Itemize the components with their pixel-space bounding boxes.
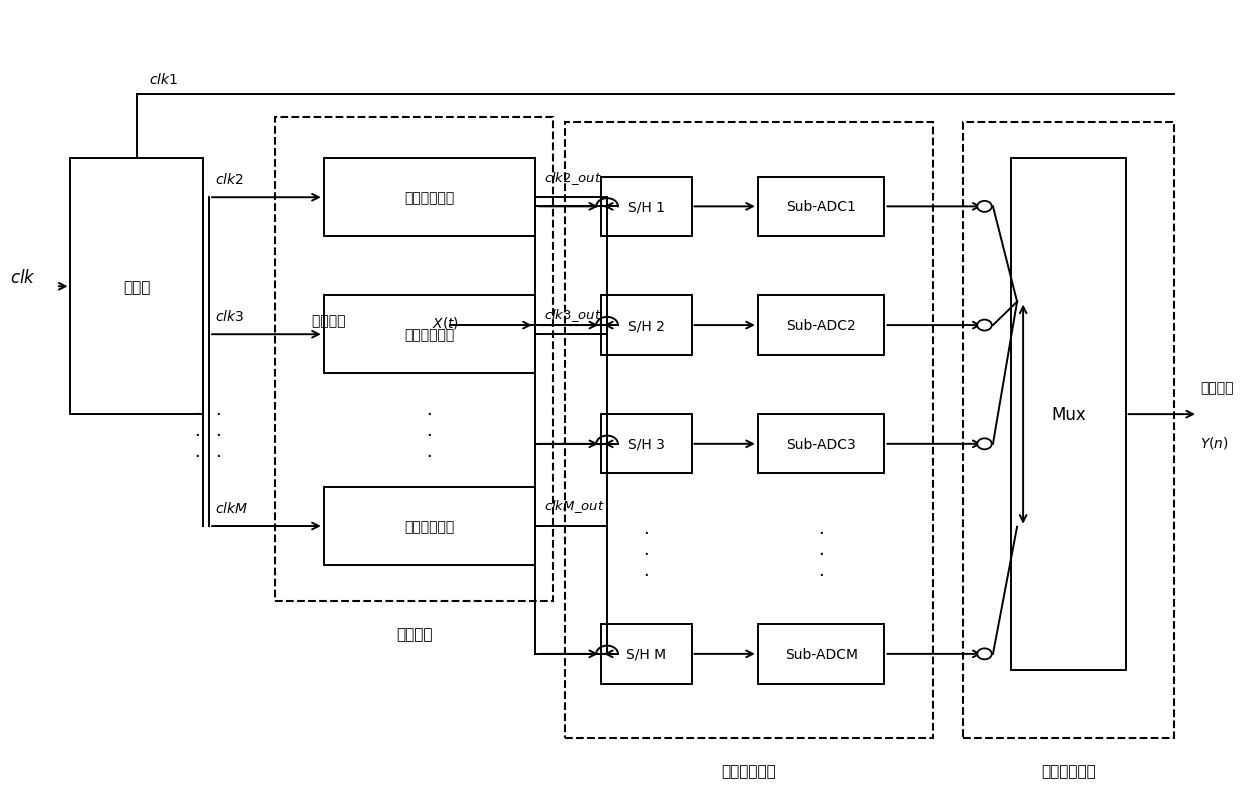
Text: $clk3\_out$: $clk3\_out$ (544, 307, 603, 324)
Text: .
.
.: . . . (216, 401, 221, 461)
Bar (324, 487, 534, 565)
Text: $X(t)$: $X(t)$ (433, 315, 459, 331)
Text: 时钟校准模块: 时钟校准模块 (404, 328, 454, 341)
Bar (601, 624, 692, 684)
Text: $clk2$: $clk2$ (216, 172, 244, 187)
Text: S/H 2: S/H 2 (627, 319, 665, 333)
Text: 时钟校准模块: 时钟校准模块 (404, 519, 454, 534)
Bar (758, 296, 884, 355)
Text: .
.
.: . . . (195, 401, 200, 461)
Text: $Y(n)$: $Y(n)$ (1200, 434, 1229, 450)
Text: .
.
.: . . . (644, 519, 650, 579)
Bar (565, 122, 932, 739)
Circle shape (977, 320, 992, 331)
Bar (601, 296, 692, 355)
Bar (1011, 159, 1126, 670)
Text: S/H 3: S/H 3 (627, 437, 665, 451)
Text: $clk$: $clk$ (10, 268, 36, 287)
Text: Sub-ADC2: Sub-ADC2 (786, 319, 856, 333)
Bar (758, 414, 884, 474)
Bar (758, 178, 884, 237)
Circle shape (977, 202, 992, 212)
Text: Mux: Mux (1052, 406, 1086, 423)
Text: S/H 1: S/H 1 (627, 200, 665, 214)
Bar (275, 118, 553, 602)
Text: 数字输出: 数字输出 (1200, 380, 1234, 394)
Text: Sub-ADC1: Sub-ADC1 (786, 200, 856, 214)
Text: 校准模块: 校准模块 (396, 626, 433, 641)
Text: .
.
.: . . . (427, 401, 432, 461)
Text: 时钟校准模块: 时钟校准模块 (404, 191, 454, 205)
Text: 数据复合模块: 数据复合模块 (1040, 763, 1096, 778)
Text: $clk1$: $clk1$ (149, 71, 179, 87)
Bar (758, 624, 884, 684)
Bar (601, 178, 692, 237)
Bar (962, 122, 1174, 739)
Circle shape (977, 649, 992, 659)
Text: S/H M: S/H M (626, 647, 666, 661)
Bar (71, 159, 203, 414)
Text: 分频器: 分频器 (123, 280, 150, 294)
Text: $clkM$: $clkM$ (216, 500, 248, 516)
Bar (601, 414, 692, 474)
Bar (324, 159, 534, 237)
Bar (324, 296, 534, 374)
Circle shape (977, 439, 992, 450)
Text: 模拟输入: 模拟输入 (311, 314, 350, 328)
Text: 模数转换模块: 模数转换模块 (722, 763, 776, 778)
Text: $clkM\_out$: $clkM\_out$ (544, 498, 605, 515)
Text: Sub-ADCM: Sub-ADCM (785, 647, 858, 661)
Text: Sub-ADC3: Sub-ADC3 (786, 437, 856, 451)
Text: $clk2\_out$: $clk2\_out$ (544, 169, 603, 187)
Text: .
.
.: . . . (818, 519, 825, 579)
Text: $clk3$: $clk3$ (216, 309, 244, 324)
